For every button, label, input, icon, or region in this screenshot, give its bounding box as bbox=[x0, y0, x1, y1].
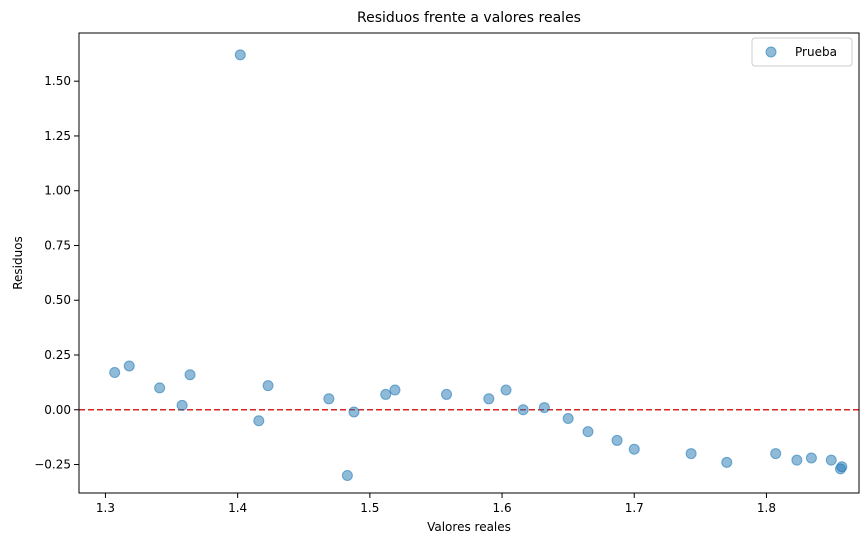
data-point bbox=[791, 454, 803, 466]
data-point bbox=[154, 382, 166, 394]
data-point bbox=[628, 443, 640, 455]
legend: Prueba bbox=[751, 37, 853, 67]
x-tick-label: 1.6 bbox=[493, 501, 512, 515]
y-tick-label: 0.75 bbox=[44, 238, 71, 252]
data-point bbox=[582, 426, 594, 438]
y-tick-label: 0.50 bbox=[44, 293, 71, 307]
legend-frame bbox=[751, 37, 853, 67]
data-point bbox=[685, 448, 697, 460]
data-point bbox=[611, 434, 623, 446]
data-point bbox=[234, 49, 246, 61]
data-point bbox=[389, 384, 401, 396]
y-tick-label: 1.50 bbox=[44, 74, 71, 88]
data-point bbox=[109, 367, 121, 379]
data-point bbox=[500, 384, 512, 396]
y-tick-label: 0.25 bbox=[44, 348, 71, 362]
legend-label-prueba: Prueba bbox=[795, 45, 837, 59]
chart-title: Residuos frente a valores reales bbox=[357, 10, 581, 26]
x-tick-label: 1.4 bbox=[228, 501, 247, 515]
y-tick-label: 0.00 bbox=[44, 403, 71, 417]
x-axis: 1.3 1.4 1.5 1.6 1.7 1.8 bbox=[96, 493, 776, 515]
plot-area bbox=[79, 49, 859, 481]
data-point bbox=[538, 402, 550, 414]
data-point bbox=[836, 461, 848, 473]
data-point bbox=[253, 415, 265, 427]
data-point bbox=[123, 360, 135, 372]
data-point bbox=[348, 406, 360, 418]
x-tick-label: 1.3 bbox=[96, 501, 115, 515]
y-tick-label: 1.00 bbox=[44, 184, 71, 198]
x-tick-label: 1.5 bbox=[360, 501, 379, 515]
data-point bbox=[341, 469, 353, 481]
y-axis: −0.25 0.00 0.25 0.50 0.75 1.00 1.25 1.50 bbox=[34, 74, 79, 472]
data-point bbox=[805, 452, 817, 464]
data-point bbox=[176, 399, 188, 411]
data-point bbox=[184, 369, 196, 381]
data-point bbox=[721, 456, 733, 468]
x-axis-label: Valores reales bbox=[427, 520, 511, 534]
data-point bbox=[517, 404, 529, 416]
data-point bbox=[770, 448, 782, 460]
legend-marker-prueba bbox=[765, 46, 777, 58]
data-point bbox=[441, 388, 453, 400]
data-point bbox=[825, 454, 837, 466]
x-tick-label: 1.7 bbox=[625, 501, 644, 515]
y-axis-label: Residuos bbox=[11, 236, 25, 290]
data-point bbox=[262, 380, 274, 392]
data-point bbox=[483, 393, 495, 405]
y-tick-label: 1.25 bbox=[44, 129, 71, 143]
y-tick-label: −0.25 bbox=[34, 458, 71, 472]
data-point bbox=[380, 388, 392, 400]
data-point bbox=[323, 393, 335, 405]
plot-frame bbox=[78, 32, 860, 494]
x-tick-label: 1.8 bbox=[757, 501, 776, 515]
data-point bbox=[562, 413, 574, 425]
